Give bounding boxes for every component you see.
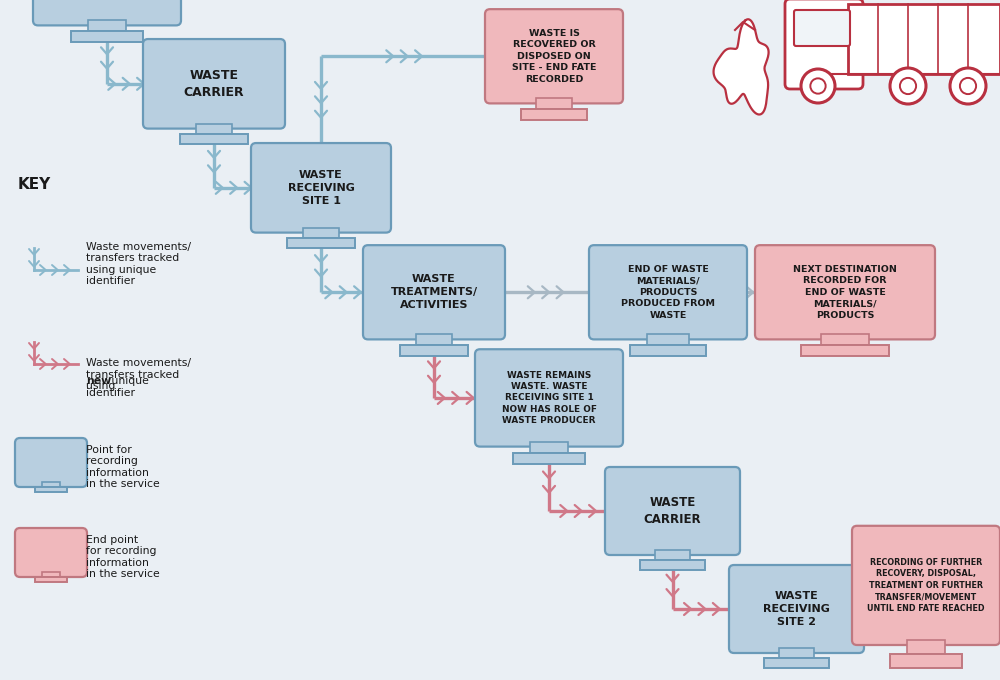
- Bar: [71, 31, 143, 42]
- Bar: [400, 345, 468, 356]
- Bar: [640, 560, 705, 570]
- Bar: [416, 335, 452, 345]
- FancyBboxPatch shape: [729, 565, 864, 653]
- Text: Waste movements/
transfers tracked
using unique
identifier: Waste movements/ transfers tracked using…: [86, 241, 191, 286]
- Bar: [779, 648, 814, 658]
- FancyBboxPatch shape: [589, 245, 747, 339]
- FancyBboxPatch shape: [33, 0, 181, 25]
- Bar: [821, 335, 869, 345]
- Bar: [536, 99, 572, 109]
- Text: WASTE
CARRIER: WASTE CARRIER: [644, 496, 701, 526]
- FancyBboxPatch shape: [475, 350, 623, 447]
- Bar: [180, 134, 248, 144]
- Bar: [647, 335, 689, 345]
- FancyBboxPatch shape: [605, 467, 740, 555]
- Bar: [196, 124, 232, 134]
- Text: WASTE REMAINS
WASTE. WASTE
RECEIVING SITE 1
NOW HAS ROLE OF
WASTE PRODUCER: WASTE REMAINS WASTE. WASTE RECEIVING SIT…: [502, 371, 596, 425]
- Bar: [521, 109, 587, 120]
- Bar: [42, 572, 60, 577]
- FancyBboxPatch shape: [755, 245, 935, 339]
- Bar: [801, 345, 889, 356]
- FancyBboxPatch shape: [785, 0, 863, 89]
- Bar: [530, 441, 568, 453]
- Circle shape: [900, 78, 916, 94]
- Circle shape: [960, 78, 976, 94]
- Text: WASTE
RECEIVING
SITE 2: WASTE RECEIVING SITE 2: [763, 591, 830, 627]
- Text: RECORDING OF FURTHER
RECOVERY, DISPOSAL,
TREATMENT OR FURTHER
TRANSFER/MOVEMENT
: RECORDING OF FURTHER RECOVERY, DISPOSAL,…: [867, 558, 985, 613]
- Bar: [35, 577, 67, 582]
- Text: WASTE
RECEIVING
SITE 1: WASTE RECEIVING SITE 1: [288, 170, 354, 205]
- Text: unique: unique: [108, 376, 149, 386]
- Text: identifier: identifier: [86, 388, 135, 398]
- Text: Waste movements/
transfers tracked
using: Waste movements/ transfers tracked using: [86, 358, 191, 391]
- FancyBboxPatch shape: [848, 4, 1000, 74]
- Circle shape: [810, 78, 826, 94]
- Text: WASTE
CARRIER: WASTE CARRIER: [184, 69, 244, 99]
- Bar: [42, 482, 60, 487]
- Text: new: new: [86, 376, 111, 386]
- Bar: [287, 238, 355, 248]
- Text: NEXT DESTINATION
RECORDED FOR
END OF WASTE
MATERIALS/
PRODUCTS: NEXT DESTINATION RECORDED FOR END OF WAS…: [793, 265, 897, 320]
- FancyBboxPatch shape: [15, 528, 87, 577]
- Text: KEY: KEY: [18, 177, 51, 192]
- FancyBboxPatch shape: [15, 438, 87, 487]
- Bar: [630, 345, 706, 356]
- FancyBboxPatch shape: [363, 245, 505, 339]
- Text: END OF WASTE
MATERIALS/
PRODUCTS
PRODUCED FROM
WASTE: END OF WASTE MATERIALS/ PRODUCTS PRODUCE…: [621, 265, 715, 320]
- Bar: [513, 453, 585, 464]
- Bar: [35, 487, 67, 492]
- Circle shape: [950, 68, 986, 104]
- Bar: [655, 550, 690, 560]
- Polygon shape: [714, 19, 769, 114]
- Bar: [890, 654, 962, 668]
- FancyBboxPatch shape: [852, 526, 1000, 645]
- Text: WASTE
TREATMENTS/
ACTIVITIES: WASTE TREATMENTS/ ACTIVITIES: [390, 275, 478, 310]
- Circle shape: [890, 68, 926, 104]
- Bar: [303, 228, 339, 238]
- FancyBboxPatch shape: [794, 10, 850, 46]
- FancyBboxPatch shape: [143, 39, 285, 129]
- Text: Point for
recording
information
in the service: Point for recording information in the s…: [86, 445, 160, 490]
- Text: WASTE IS
RECOVERED OR
DISPOSED ON
SITE - END FATE
RECORDED: WASTE IS RECOVERED OR DISPOSED ON SITE -…: [512, 29, 596, 84]
- FancyBboxPatch shape: [251, 143, 391, 233]
- Bar: [764, 658, 829, 668]
- Text: End point
for recording
information
in the service: End point for recording information in t…: [86, 534, 160, 579]
- FancyBboxPatch shape: [485, 9, 623, 103]
- Circle shape: [801, 69, 835, 103]
- Bar: [907, 640, 945, 654]
- Bar: [88, 20, 126, 31]
